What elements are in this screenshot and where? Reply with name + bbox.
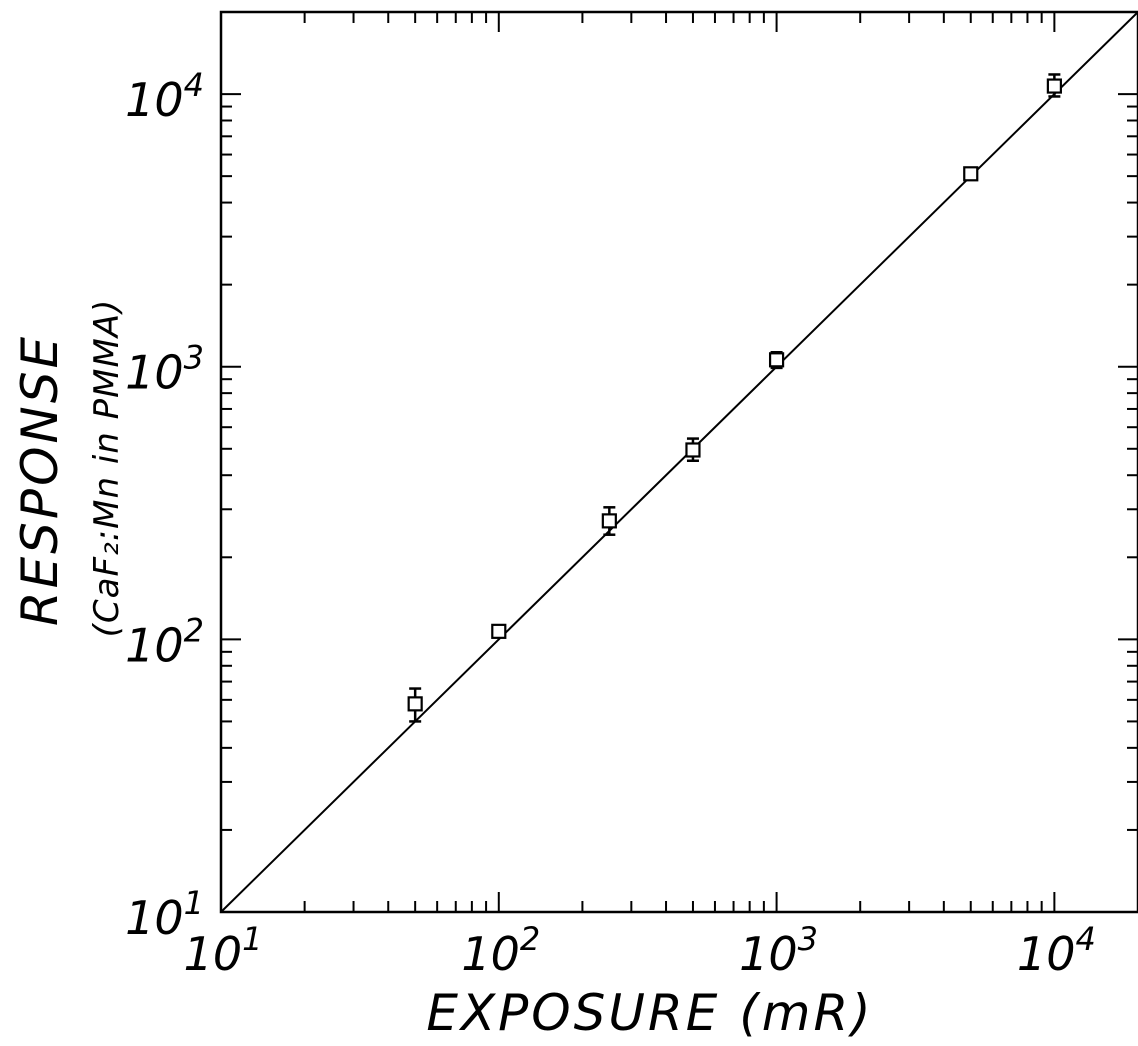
y-tick-label: 104 [125,66,204,127]
data-point-square [685,442,701,458]
y-tick-label: 102 [125,611,204,672]
y-axis-title: RESPONSE [11,334,69,626]
x-tick-label: 102 [461,920,540,981]
y-tick-label: 101 [125,884,204,945]
x-tick-label: 101 [184,920,263,981]
tick-marks [220,11,1138,913]
data-point-square [768,352,785,368]
data-point-square [963,166,979,182]
y-tick-label: 103 [125,339,204,400]
tick-labels: 101 102 103 104 101 102 103 104 [125,66,1096,981]
data-point-square [1046,78,1062,94]
data-point-square [491,623,507,639]
fit-line-group [220,11,1138,913]
x-tick-label: 103 [739,920,818,981]
data-point-square [601,513,617,529]
data-point-square [407,696,423,712]
data-points [407,73,1062,723]
fit-line [220,11,1138,913]
plot-frame [219,10,1138,914]
x-axis-title: EXPOSURE (mR) [426,984,873,1042]
x-tick-label: 104 [1017,920,1096,981]
y-axis-subtitle: (CaF₂:Mn in PMMA) [87,299,127,638]
